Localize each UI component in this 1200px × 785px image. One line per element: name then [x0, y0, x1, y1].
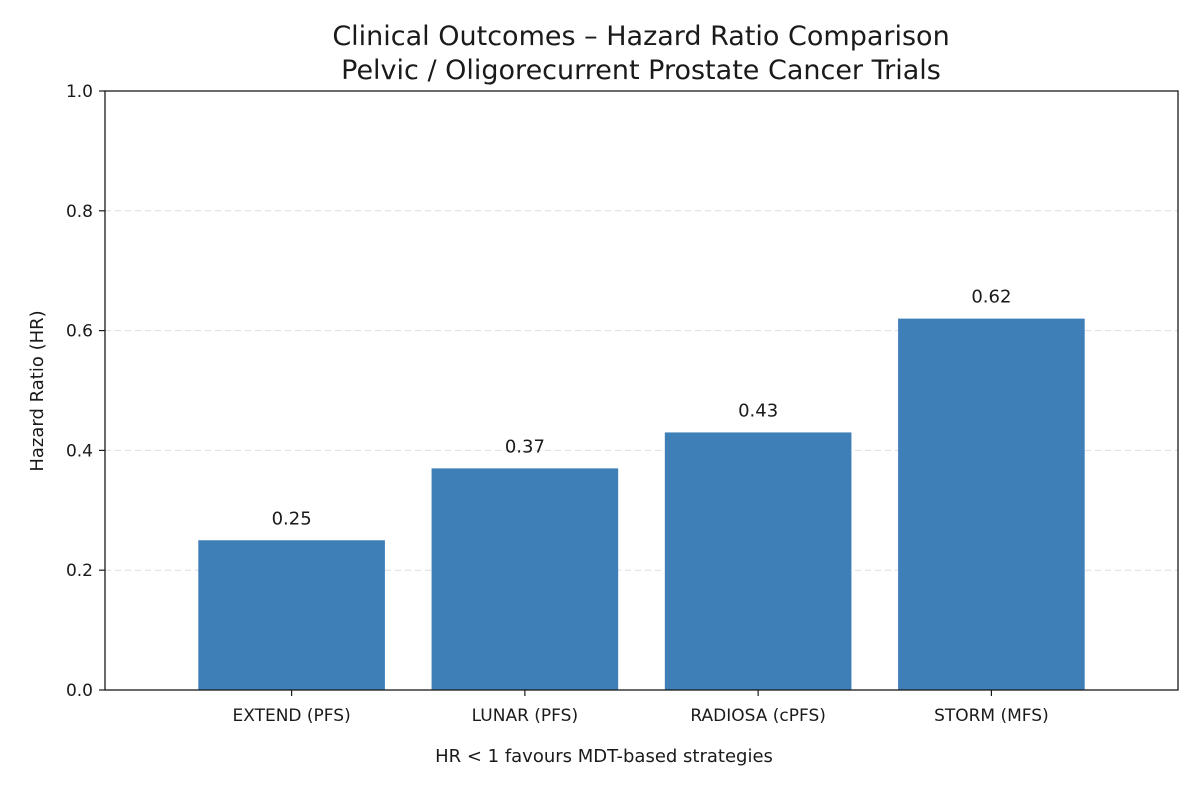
y-tick-label: 0.4 [66, 441, 93, 461]
plot-frame [104, 90, 1179, 691]
bar-value-label: 0.37 [505, 436, 545, 457]
y-tick-label: 0.8 [66, 202, 93, 222]
data-labels: 0.25 0.37 0.43 0.62 [272, 287, 1012, 530]
y-tick-label: 0.6 [66, 322, 93, 342]
y-tick-label: 0.2 [66, 561, 93, 581]
bar [664, 432, 852, 690]
chart-title: Clinical Outcomes – Hazard Ratio Compari… [332, 21, 949, 52]
x-axis-ticks: EXTEND (PFS) LUNAR (PFS) RADIOSA (cPFS) STO… [232, 690, 1049, 726]
bar-value-label: 0.25 [272, 508, 312, 529]
x-axis-label: HR < 1 favours MDT-based strategies [435, 746, 773, 767]
x-tick-label: EXTEND (PFS) [232, 706, 350, 726]
y-axis-label: Hazard Ratio (HR) [27, 310, 48, 471]
x-tick-label: LUNAR (PFS) [472, 706, 578, 726]
x-tick-label: STORM (MFS) [934, 706, 1049, 726]
bar [898, 318, 1085, 690]
y-tick-label: 1.0 [66, 82, 93, 102]
bars [198, 318, 1085, 690]
y-axis-ticks: 0.0 0.2 0.4 0.6 0.8 1.0 [66, 82, 105, 701]
y-tick-label: 0.0 [66, 681, 93, 701]
bar-value-label: 0.62 [971, 287, 1011, 308]
chart-subtitle: Pelvic / Oligorecurrent Prostate Cancer … [341, 55, 941, 86]
bar [431, 468, 619, 690]
x-tick-label: RADIOSA (cPFS) [690, 706, 826, 726]
bar-value-label: 0.43 [738, 400, 778, 421]
bar [198, 540, 385, 690]
